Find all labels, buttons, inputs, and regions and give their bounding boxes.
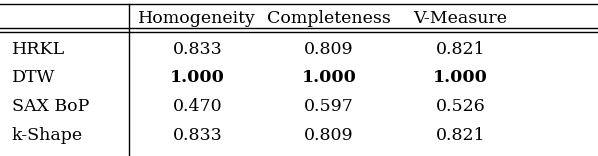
Text: 0.809: 0.809 bbox=[304, 41, 353, 58]
Text: 0.470: 0.470 bbox=[173, 98, 222, 115]
Text: k-Shape: k-Shape bbox=[12, 127, 83, 144]
Text: 0.833: 0.833 bbox=[172, 127, 222, 144]
Text: Completeness: Completeness bbox=[267, 10, 391, 27]
Text: 0.809: 0.809 bbox=[304, 127, 353, 144]
Text: V-Measure: V-Measure bbox=[413, 10, 508, 27]
Text: 0.597: 0.597 bbox=[304, 98, 354, 115]
Text: 0.821: 0.821 bbox=[436, 41, 485, 58]
Text: HRKL: HRKL bbox=[12, 41, 65, 58]
Text: SAX BoP: SAX BoP bbox=[12, 98, 89, 115]
Text: 1.000: 1.000 bbox=[301, 70, 356, 86]
Text: 1.000: 1.000 bbox=[170, 70, 225, 86]
Text: DTW: DTW bbox=[12, 70, 56, 86]
Text: 1.000: 1.000 bbox=[433, 70, 488, 86]
Text: 0.821: 0.821 bbox=[436, 127, 485, 144]
Text: Homogeneity: Homogeneity bbox=[138, 10, 257, 27]
Text: 0.526: 0.526 bbox=[435, 98, 486, 115]
Text: 0.833: 0.833 bbox=[172, 41, 222, 58]
